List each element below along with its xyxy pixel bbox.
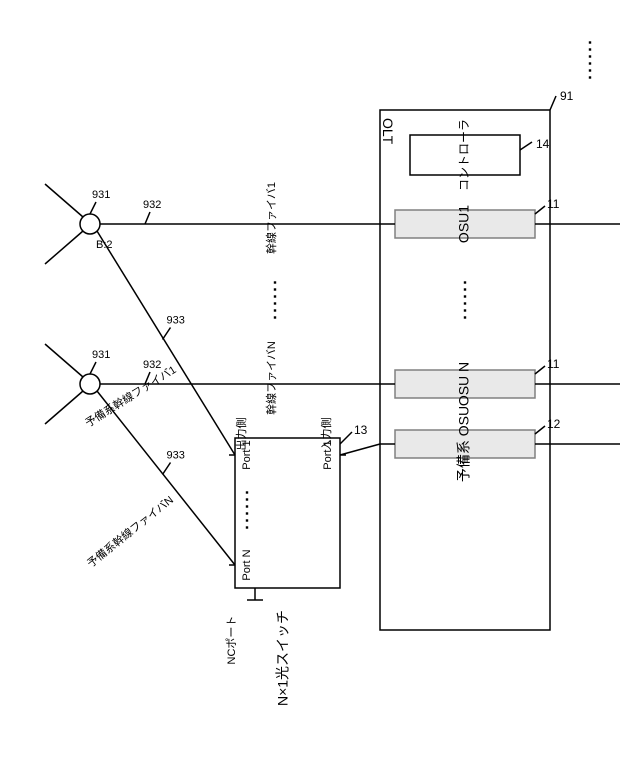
ellipsis-dot bbox=[274, 302, 276, 304]
splitter-branch-up-0 bbox=[45, 184, 83, 217]
trunk-ref-leader-0 bbox=[145, 212, 150, 224]
olt-ref-leader bbox=[550, 96, 556, 110]
ellipsis-dot bbox=[589, 48, 591, 50]
switch-ref-leader bbox=[340, 432, 352, 444]
backup-fiber-0 bbox=[97, 231, 235, 455]
ellipsis-dot bbox=[589, 41, 591, 43]
ellipsis-dot bbox=[274, 295, 276, 297]
ellipsis-dot bbox=[464, 295, 466, 297]
backup-ref-0: 933 bbox=[167, 315, 185, 327]
osu-ref-leader-osuN bbox=[535, 366, 545, 374]
ellipsis-dot bbox=[464, 302, 466, 304]
ellipsis-dot bbox=[246, 526, 248, 528]
osu-ref-leader-osu1 bbox=[535, 206, 545, 214]
switch-out-port-label-0: Port 1 bbox=[241, 440, 253, 469]
ellipsis-dot bbox=[464, 288, 466, 290]
switch-to-backup-osu bbox=[340, 444, 380, 455]
ellipsis-dot bbox=[274, 316, 276, 318]
trunk-ref-0: 932 bbox=[143, 199, 161, 211]
splitter-ref-1: 931 bbox=[92, 349, 110, 361]
ellipsis-dot bbox=[589, 62, 591, 64]
splitter-branch-down-1 bbox=[45, 391, 83, 424]
controller-ref: 14 bbox=[536, 137, 550, 151]
ellipsis-dot bbox=[274, 309, 276, 311]
backup-fiber-label-0: 予備系幹線ファイバ1 bbox=[82, 362, 178, 430]
switch-in-port-label: Port 1 bbox=[322, 440, 334, 469]
splitter-ref-0: 931 bbox=[92, 189, 110, 201]
ellipsis-dot bbox=[246, 505, 248, 507]
ellipsis-dot bbox=[246, 512, 248, 514]
backup-ref-1: 933 bbox=[167, 450, 185, 462]
trunk-fiber-label-1: 幹線ファイバN bbox=[264, 341, 278, 415]
splitter-branch-down-0 bbox=[45, 231, 83, 264]
backup-fiber-label-1: 予備系幹線ファイバN bbox=[84, 493, 176, 571]
osu-label-osuB: 予備系 OSU bbox=[456, 406, 472, 482]
backup-ref-leader-1 bbox=[163, 463, 171, 475]
ellipsis-dot bbox=[464, 281, 466, 283]
ellipsis-dot bbox=[246, 498, 248, 500]
ellipsis-dot bbox=[246, 491, 248, 493]
ellipsis-dot bbox=[589, 69, 591, 71]
osu-label-osu1: OSU1 bbox=[456, 205, 472, 243]
osu-ref-osu1: 11 bbox=[547, 197, 560, 211]
splitter-ref-leader-0 bbox=[90, 202, 96, 214]
splitter-ref-leader-1 bbox=[90, 362, 96, 374]
osu-ref-osuN: 11 bbox=[547, 357, 560, 371]
ellipsis-dot bbox=[274, 281, 276, 283]
trunk-ref-1: 932 bbox=[143, 359, 161, 371]
switch-label: N×1光スイッチ bbox=[275, 610, 291, 706]
osu-ref-osuB: 12 bbox=[547, 417, 561, 431]
olt-label: OLT bbox=[380, 118, 396, 145]
switch-out-port-label-1: Port N bbox=[241, 549, 253, 580]
splitter-ratio-0: B:2 bbox=[96, 239, 113, 251]
switch-ref: 13 bbox=[354, 423, 368, 437]
osu-label-osuN: OSU N bbox=[456, 362, 472, 406]
splitter-branch-up-1 bbox=[45, 344, 83, 377]
backup-ref-leader-0 bbox=[163, 328, 171, 340]
controller-ref-leader bbox=[520, 142, 532, 150]
ellipsis-dot bbox=[464, 316, 466, 318]
controller-label: コントローラ bbox=[457, 119, 471, 191]
ellipsis-dot bbox=[464, 309, 466, 311]
osu-ref-leader-osuB bbox=[535, 426, 545, 434]
ellipsis-dot bbox=[589, 55, 591, 57]
olt-ref: 91 bbox=[560, 89, 574, 103]
ellipsis-dot bbox=[274, 288, 276, 290]
ellipsis-dot bbox=[589, 76, 591, 78]
switch-nc-label: NCポート bbox=[225, 616, 238, 665]
ellipsis-dot bbox=[246, 519, 248, 521]
trunk-fiber-label-0: 幹線ファイバ1 bbox=[264, 182, 278, 254]
